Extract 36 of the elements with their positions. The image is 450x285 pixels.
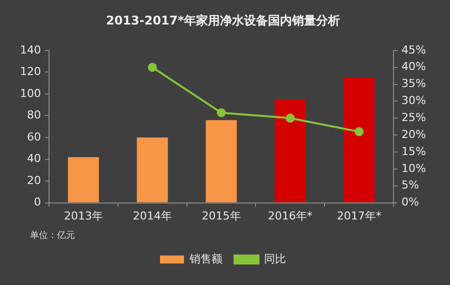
- bar: [136, 137, 168, 202]
- y-tick-label: 140: [20, 43, 41, 56]
- y2-tick-label: 0%: [402, 196, 420, 209]
- point: [148, 62, 157, 72]
- y-tick-label: 20: [26, 174, 41, 187]
- x-tick-label: 2015年: [202, 209, 241, 222]
- legend-label: 销售额: [188, 252, 222, 266]
- y2-tick-label: 5%: [402, 178, 420, 192]
- y2-tick-label: 40%: [402, 60, 426, 74]
- y2-tick-label: 35%: [402, 77, 426, 90]
- bar: [68, 157, 99, 202]
- point: [286, 114, 295, 123]
- chart-title: 2013-2017*年家用净水设备国内销量分析: [106, 13, 340, 28]
- point: [354, 127, 364, 136]
- y-tick-label: 60: [26, 130, 41, 144]
- x-tick-label: 2014年: [132, 209, 172, 222]
- x-tick-label: 2017年*: [336, 209, 382, 222]
- y2-tick-label: 30%: [402, 94, 426, 108]
- y-tick-label: 120: [20, 65, 41, 78]
- y-tick-label: 80: [26, 108, 41, 122]
- y-tick-label: 100: [20, 86, 41, 100]
- y2-tick-label: 25%: [402, 110, 426, 124]
- text: 单位：亿元: [30, 230, 75, 241]
- y2-tick-label: 45%: [402, 43, 426, 56]
- legend-label: 同比: [264, 252, 286, 266]
- y-tick-label: 0: [34, 196, 41, 209]
- x-tick-label: 2016年*: [268, 209, 313, 222]
- bar: [206, 120, 237, 202]
- y2-tick-label: 15%: [402, 144, 426, 158]
- y2-tick-label: 10%: [402, 162, 426, 175]
- y-tick-label: 40: [26, 152, 41, 166]
- bar: [344, 78, 375, 202]
- y2-tick-label: 20%: [402, 128, 426, 141]
- point: [216, 108, 226, 118]
- x-tick-label: 2013年: [64, 209, 103, 222]
- bar: [274, 99, 306, 202]
